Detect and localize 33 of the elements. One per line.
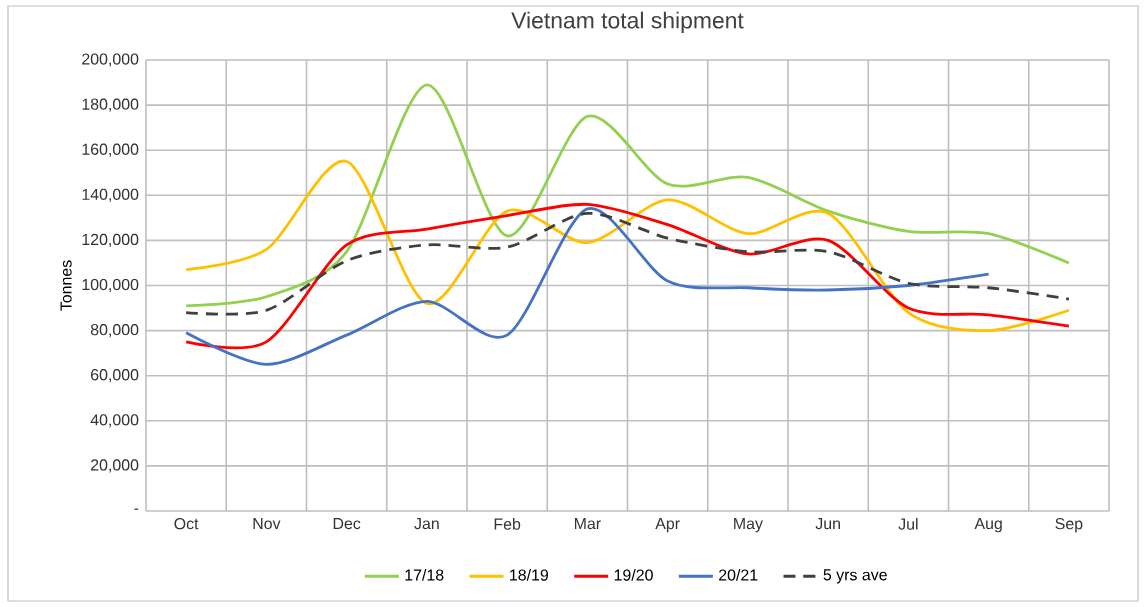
x-tick-label: Mar — [574, 518, 601, 530]
y-tick-label: 200,000 — [82, 53, 139, 67]
x-tick-label: Oct — [174, 518, 199, 530]
y-axis-title: Tonnes — [60, 260, 72, 311]
y-tick-label: 160,000 — [82, 143, 139, 157]
x-tick-label: Aug — [974, 518, 1002, 533]
x-tick-label: Jul — [898, 518, 918, 530]
legend-label: 17/18 — [405, 568, 444, 581]
x-tick-label: Jun — [815, 518, 840, 530]
y-tick-label: 80,000 — [90, 324, 139, 338]
x-tick-label: Apr — [655, 518, 680, 533]
legend-label: 19/20 — [614, 568, 653, 581]
y-tick-label: 60,000 — [91, 369, 139, 383]
x-tick-label: May — [734, 518, 763, 533]
x-tick-label: Feb — [494, 518, 521, 530]
line-series — [184, 83, 1071, 308]
x-tick-label: Sep — [1055, 518, 1083, 533]
y-tick-label: 20,000 — [91, 459, 139, 473]
chart-title: Vietnam total shipment — [511, 11, 744, 33]
y-tick-label: - — [134, 508, 139, 510]
legend-label: 5 yrs ave — [823, 569, 887, 584]
y-tick-label: 100,000 — [82, 278, 139, 293]
line-series — [184, 160, 1071, 333]
y-tick-label: 180,000 — [82, 98, 139, 112]
legend-label: 20/21 — [719, 568, 758, 581]
y-tick-label: 40,000 — [90, 414, 139, 428]
y-tick-label: 140,000 — [82, 188, 139, 202]
legend-label: 18/19 — [510, 568, 549, 581]
x-tick-label: Jan — [414, 518, 439, 530]
x-tick-label: Dec — [333, 518, 361, 530]
line-series — [184, 207, 991, 366]
y-tick-label: 120,000 — [82, 233, 139, 247]
x-tick-label: Nov — [253, 518, 281, 530]
